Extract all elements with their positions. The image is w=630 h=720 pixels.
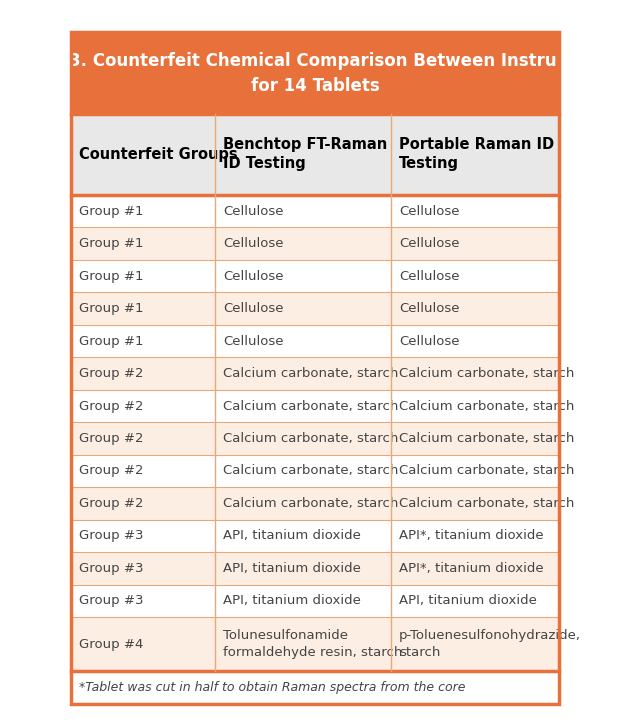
Bar bbox=[71, 32, 559, 114]
Bar bbox=[71, 585, 559, 617]
Text: Group #2: Group #2 bbox=[79, 464, 144, 477]
Text: *Tablet was cut in half to obtain Raman spectra from the core: *Tablet was cut in half to obtain Raman … bbox=[79, 681, 466, 694]
Bar bbox=[71, 114, 559, 195]
Text: Cellulose: Cellulose bbox=[399, 204, 459, 217]
Text: Group #2: Group #2 bbox=[79, 367, 144, 380]
Text: Cellulose: Cellulose bbox=[223, 302, 284, 315]
Bar bbox=[71, 357, 559, 390]
Text: Cellulose: Cellulose bbox=[223, 269, 284, 282]
Bar bbox=[71, 455, 559, 487]
Bar bbox=[71, 422, 559, 455]
Bar bbox=[71, 487, 559, 520]
Text: Cellulose: Cellulose bbox=[223, 237, 284, 250]
Text: Group #2: Group #2 bbox=[79, 432, 144, 445]
Bar bbox=[71, 260, 559, 292]
Bar bbox=[71, 552, 559, 585]
Text: Calcium carbonate, starch: Calcium carbonate, starch bbox=[399, 497, 574, 510]
Text: Benchtop FT-Raman
ID Testing: Benchtop FT-Raman ID Testing bbox=[223, 138, 387, 171]
Text: Group #1: Group #1 bbox=[79, 302, 144, 315]
Text: Portable Raman ID
Testing: Portable Raman ID Testing bbox=[399, 138, 554, 171]
Bar bbox=[71, 671, 559, 703]
Text: Calcium carbonate, starch: Calcium carbonate, starch bbox=[223, 432, 399, 445]
Text: Calcium carbonate, starch: Calcium carbonate, starch bbox=[399, 464, 574, 477]
Bar bbox=[71, 520, 559, 552]
Bar bbox=[71, 292, 559, 325]
Text: Group #1: Group #1 bbox=[79, 335, 144, 348]
Text: Group #3: Group #3 bbox=[79, 595, 144, 608]
Bar bbox=[71, 390, 559, 422]
Text: Counterfeit Groups: Counterfeit Groups bbox=[79, 147, 238, 162]
Text: Group #1: Group #1 bbox=[79, 237, 144, 250]
Text: Calcium carbonate, starch: Calcium carbonate, starch bbox=[223, 497, 399, 510]
Text: Cellulose: Cellulose bbox=[399, 335, 459, 348]
Text: Calcium carbonate, starch: Calcium carbonate, starch bbox=[223, 400, 399, 413]
Text: Group #1: Group #1 bbox=[79, 204, 144, 217]
Text: Cellulose: Cellulose bbox=[399, 269, 459, 282]
Text: Group #2: Group #2 bbox=[79, 400, 144, 413]
Bar bbox=[71, 325, 559, 357]
Text: Group #3: Group #3 bbox=[79, 562, 144, 575]
Text: API, titanium dioxide: API, titanium dioxide bbox=[223, 562, 361, 575]
Text: Calcium carbonate, starch: Calcium carbonate, starch bbox=[399, 400, 574, 413]
Text: Table 3. Counterfeit Chemical Comparison Between Instruments
for 14 Tablets: Table 3. Counterfeit Chemical Comparison… bbox=[14, 52, 616, 94]
Bar bbox=[71, 195, 559, 228]
Text: p-Toluenesulfonohydrazide,
starch: p-Toluenesulfonohydrazide, starch bbox=[399, 629, 581, 659]
Text: Calcium carbonate, starch: Calcium carbonate, starch bbox=[223, 464, 399, 477]
Text: Cellulose: Cellulose bbox=[399, 302, 459, 315]
Text: Calcium carbonate, starch: Calcium carbonate, starch bbox=[223, 367, 399, 380]
Text: Tolunesulfonamide
formaldehyde resin, starch: Tolunesulfonamide formaldehyde resin, st… bbox=[223, 629, 403, 659]
Text: Cellulose: Cellulose bbox=[223, 335, 284, 348]
Text: API*, titanium dioxide: API*, titanium dioxide bbox=[399, 529, 544, 542]
Text: Group #1: Group #1 bbox=[79, 269, 144, 282]
Text: Cellulose: Cellulose bbox=[399, 237, 459, 250]
Text: Calcium carbonate, starch: Calcium carbonate, starch bbox=[399, 367, 574, 380]
Text: Group #3: Group #3 bbox=[79, 529, 144, 542]
Bar bbox=[71, 228, 559, 260]
Text: Group #2: Group #2 bbox=[79, 497, 144, 510]
Text: API, titanium dioxide: API, titanium dioxide bbox=[223, 595, 361, 608]
Text: API, titanium dioxide: API, titanium dioxide bbox=[223, 529, 361, 542]
Text: Calcium carbonate, starch: Calcium carbonate, starch bbox=[399, 432, 574, 445]
Text: API, titanium dioxide: API, titanium dioxide bbox=[399, 595, 537, 608]
Text: Cellulose: Cellulose bbox=[223, 204, 284, 217]
Text: Group #4: Group #4 bbox=[79, 638, 144, 651]
Text: API*, titanium dioxide: API*, titanium dioxide bbox=[399, 562, 544, 575]
Bar bbox=[71, 617, 559, 671]
